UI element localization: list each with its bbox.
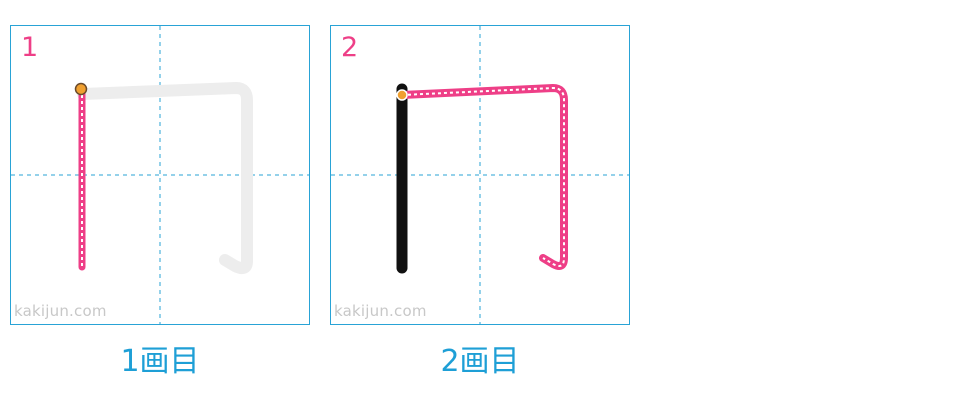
stroke-panel-2: 2 kakijun.com bbox=[330, 25, 630, 325]
stroke-diagram-2 bbox=[331, 26, 629, 324]
stroke-diagram-1 bbox=[11, 26, 309, 324]
pending-stroke-2 bbox=[77, 82, 253, 275]
stroke-panel-1: 1 kakijun.com bbox=[10, 25, 310, 325]
step-number: 2 bbox=[341, 32, 359, 63]
current-stroke-2 bbox=[398, 84, 568, 270]
step-number: 1 bbox=[21, 32, 39, 63]
stroke-start-dot bbox=[74, 82, 88, 96]
stroke-caption-2: 2画目 bbox=[440, 344, 520, 379]
stroke-caption-1: 1画目 bbox=[120, 344, 200, 379]
watermark: kakijun.com bbox=[14, 302, 107, 320]
stroke-start-dot bbox=[396, 89, 408, 101]
watermark: kakijun.com bbox=[334, 302, 427, 320]
